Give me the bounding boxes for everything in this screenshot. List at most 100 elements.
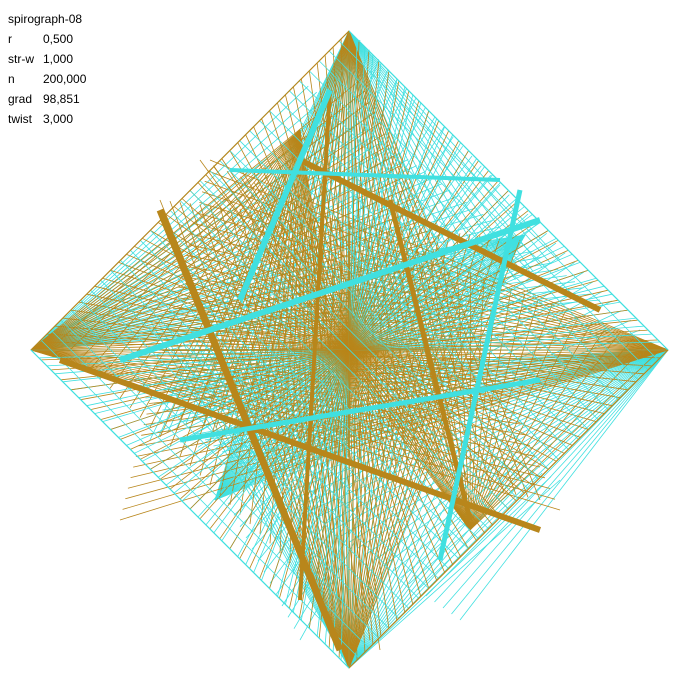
param-key: n: [8, 72, 15, 86]
spiro-line: [348, 465, 525, 669]
spiro-line: [348, 30, 561, 261]
spiro-line: [70, 309, 390, 629]
spiro-line: [348, 30, 409, 471]
param-row-twist: twist 3,000: [8, 109, 86, 129]
spiro-line: [90, 289, 410, 609]
spiro-line: [237, 88, 333, 302]
spiro-line: [119, 129, 301, 399]
spiro-line: [30, 349, 541, 468]
spiro-line: [348, 458, 507, 669]
spiro-line: [122, 349, 669, 510]
spiro-line: [348, 349, 669, 669]
spiro-line: [309, 70, 629, 391]
spiro-line: [179, 377, 541, 443]
spiro-line: [348, 226, 401, 669]
spiro-line: [146, 349, 669, 415]
spiro-line: [459, 349, 669, 621]
spiro-line: [287, 30, 350, 445]
spiro-line: [469, 344, 647, 531]
spiro-line: [469, 332, 620, 531]
spiro-line: [150, 230, 469, 550]
spiro-line: [209, 170, 529, 490]
spiro-line: [139, 129, 301, 418]
spiro-line: [299, 129, 361, 631]
spiro-line: [100, 279, 420, 599]
spiro-line: [219, 160, 539, 480]
spiro-line: [338, 40, 659, 361]
spiro-line: [348, 462, 516, 669]
param-value: 98,851: [43, 92, 80, 106]
spiro-line: [469, 310, 566, 531]
param-key: grad: [8, 92, 33, 106]
spiro-line: [60, 319, 380, 639]
spiro-line: [259, 211, 350, 669]
param-row-grad: grad 98,851: [8, 89, 86, 109]
spiro-line: [269, 110, 589, 430]
spiro-line: [30, 165, 401, 351]
spiro-line: [79, 129, 301, 360]
spiro-line: [170, 318, 669, 351]
spiro-line: [417, 349, 669, 591]
spiro-line: [294, 198, 471, 531]
spiro-line: [169, 210, 489, 530]
spiro-line: [299, 129, 351, 621]
spiro-line: [30, 101, 371, 351]
spiro-line: [30, 97, 326, 351]
spiro-line: [30, 326, 476, 351]
param-row-r: r 0,500: [8, 29, 86, 49]
spiro-line: [30, 171, 426, 351]
spiro-line: [110, 270, 430, 589]
spiro-line: [159, 220, 479, 540]
spiro-line: [348, 30, 517, 495]
spiro-line: [348, 445, 472, 669]
parameter-panel: spirograph-08 r 0,500 str-w 1,000 n 200,…: [8, 9, 86, 129]
spiro-line: [328, 50, 649, 371]
spiro-line: [249, 130, 569, 450]
spiro-line: [229, 168, 501, 182]
spiro-line: [469, 294, 526, 531]
spiro-line: [30, 165, 417, 351]
param-value: 1,000: [43, 52, 74, 66]
spiro-line: [30, 85, 309, 351]
spiro-line: [469, 327, 607, 531]
spiro-line: [469, 349, 661, 531]
spiro-line: [133, 349, 669, 468]
spiro-line: [335, 30, 350, 455]
spiro-line: [119, 217, 541, 363]
spiro-line: [193, 223, 669, 351]
spiro-line: [348, 476, 552, 669]
param-row-str-w: str-w 1,000: [8, 49, 86, 69]
spiro-line: [442, 349, 669, 609]
param-value: 200,000: [43, 72, 87, 86]
spiro-line: [348, 236, 491, 669]
spiro-line: [120, 260, 439, 579]
spiro-line: [149, 319, 350, 669]
param-value: 0,500: [43, 32, 74, 46]
spiro-line: [469, 321, 593, 531]
spiro-line: [469, 316, 580, 531]
spiro-line: [279, 100, 599, 420]
spiro-line: [238, 354, 350, 669]
spiro-line: [30, 349, 350, 669]
spiro-line: [437, 189, 523, 561]
spiro-line: [239, 140, 559, 460]
spiro-line: [357, 349, 669, 549]
spiro-line: [214, 310, 622, 501]
spiro-line: [298, 157, 602, 313]
param-value: 3,000: [43, 112, 74, 126]
spiro-line: [348, 30, 445, 479]
spiro-line: [130, 349, 669, 478]
spiro-line: [130, 250, 449, 569]
spiro-line: [434, 349, 669, 603]
spiro-line: [40, 339, 360, 659]
param-key: r: [8, 32, 12, 46]
spiro-line: [348, 30, 669, 351]
spiro-line: [451, 349, 669, 615]
spiro-line: [30, 30, 350, 351]
spiro-line: [306, 349, 669, 513]
spiro-line: [30, 154, 396, 351]
param-key: twist: [8, 112, 32, 126]
param-row-n: n 200,000: [8, 69, 86, 89]
spiro-line: [348, 231, 441, 669]
